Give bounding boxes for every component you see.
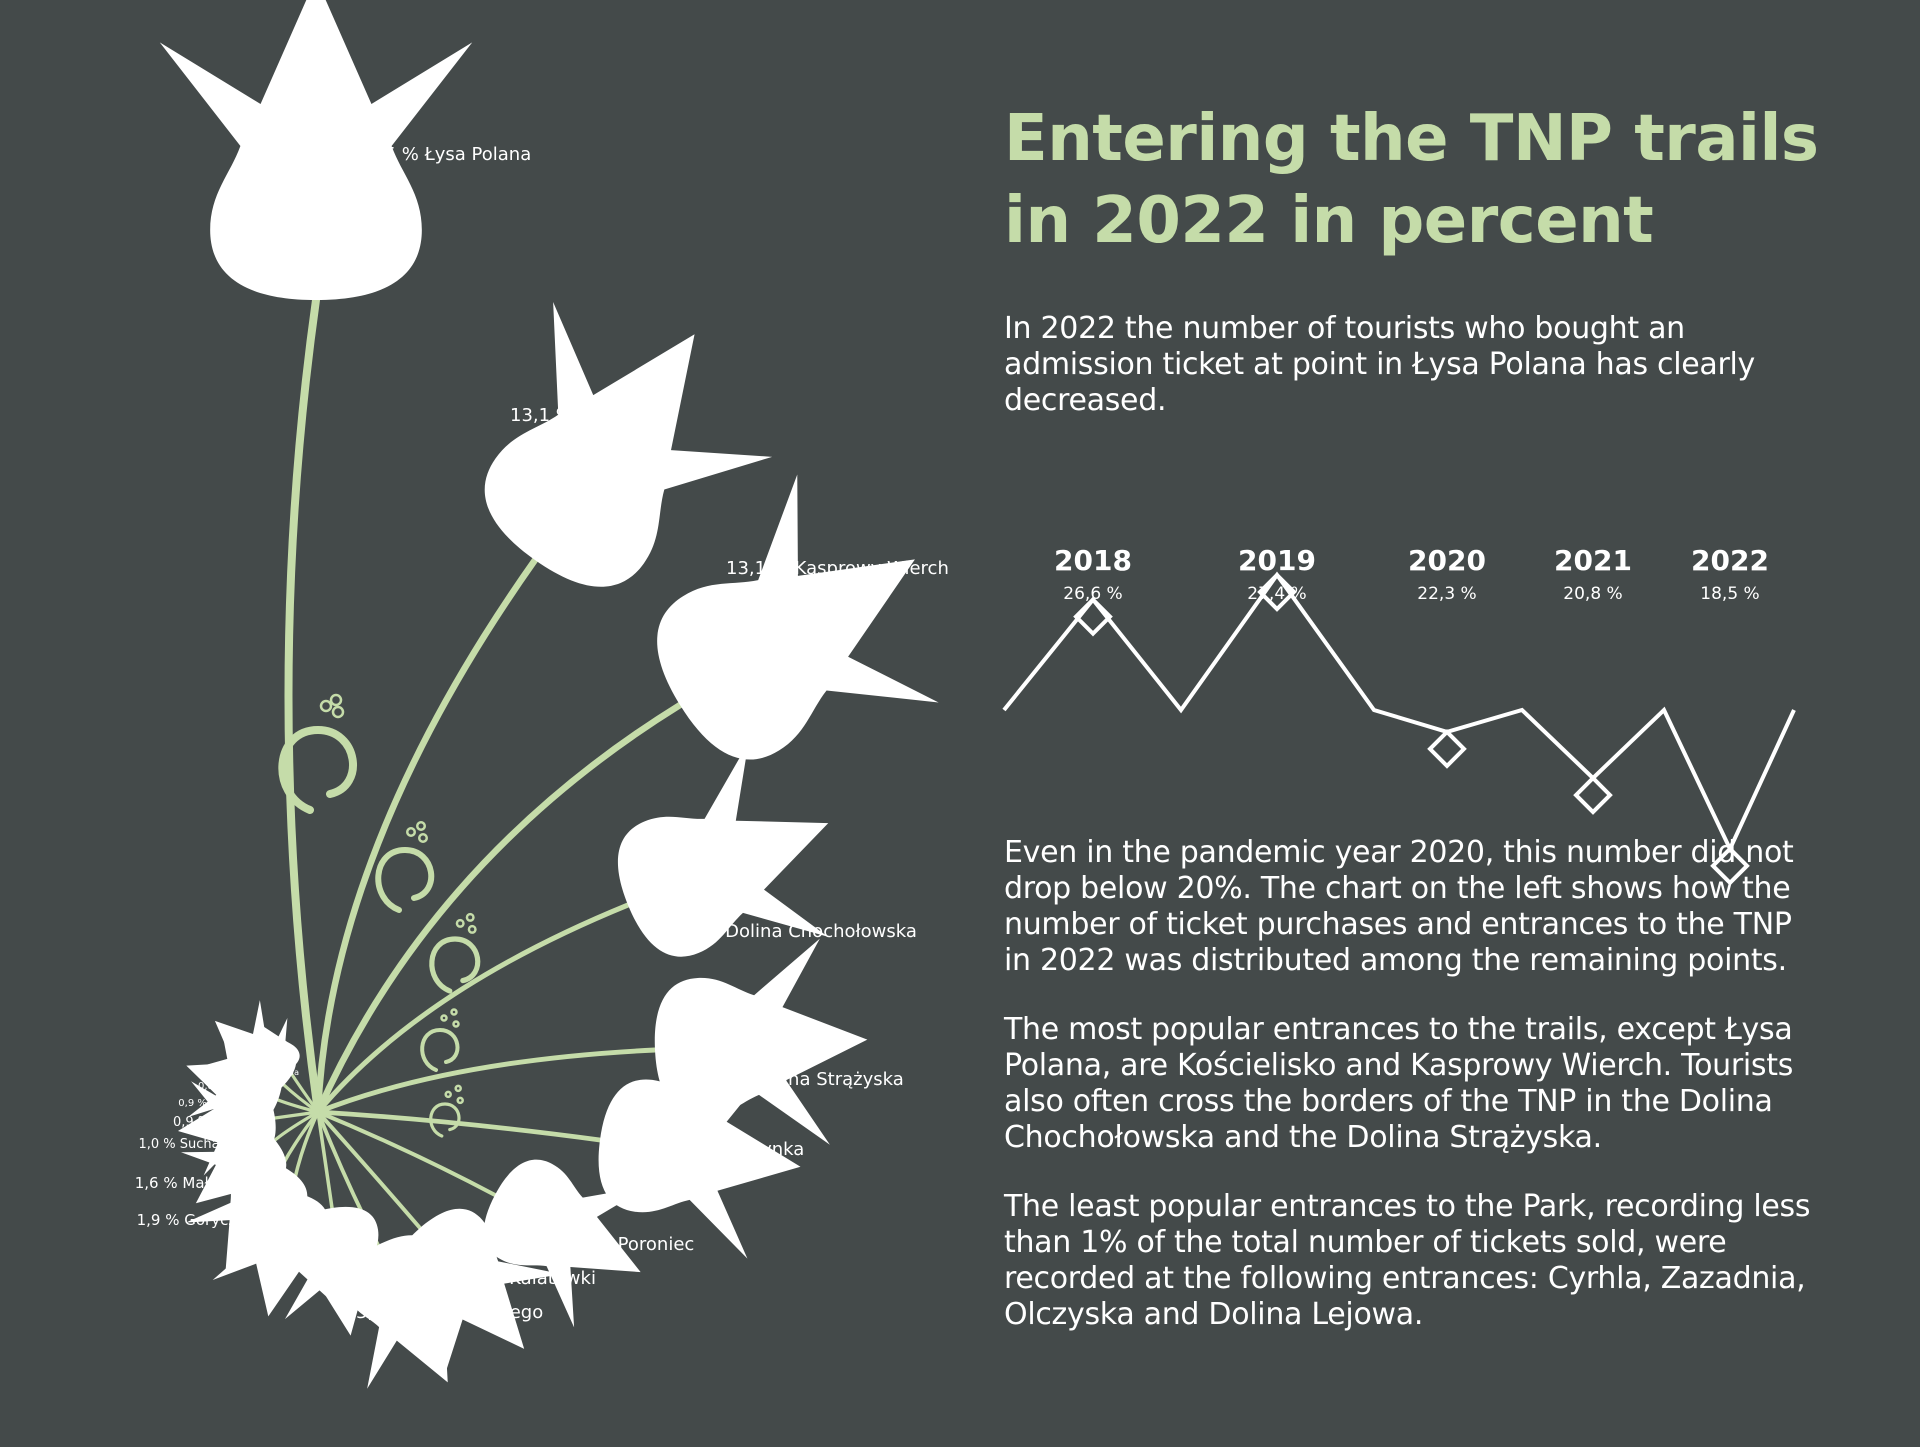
decor-dot xyxy=(450,1008,458,1016)
year-value-2022: 18,5 % xyxy=(1700,584,1759,604)
stem-jaworzynka xyxy=(315,1109,603,1143)
decor-spiral xyxy=(375,846,435,913)
peak-marker-2022 xyxy=(1710,846,1750,886)
paragraph-pandemic: Even in the pandemic year 2020, this num… xyxy=(1004,835,1794,978)
flower-label-mala-laka: 1,6 % Mała Łąka xyxy=(135,1174,258,1192)
flower-head-koscielisko xyxy=(484,301,773,587)
year-label-2019: 2019 xyxy=(1238,544,1316,577)
year-label-2020: 2020 xyxy=(1408,544,1486,577)
stem-nosal xyxy=(316,1110,334,1210)
flower-label-goryczkowa: 1,9 % Goryczkowa xyxy=(137,1211,275,1229)
flower-label-dolina-bialego: 3,2 % Dolina Białego xyxy=(356,1302,543,1323)
year-value-2018: 26,6 % xyxy=(1063,584,1122,604)
flower-head-wierch-poroniec xyxy=(483,1159,649,1328)
flower-label-nosal: 2,0 % Nosal xyxy=(238,1239,327,1257)
flower-head-mala-laka xyxy=(185,1157,308,1278)
decor-dot xyxy=(467,924,477,934)
decor-spiral xyxy=(420,1027,460,1072)
flower-label-kasprowy-wierch: 13,1 % Kasprowy Wierch xyxy=(726,558,949,579)
flower-label-dolina-chocholowska: 7,4 % Dolina Chochołowska xyxy=(668,921,917,942)
flower-label-wierch-poroniec: 3,8 % Wierch Poroniec xyxy=(493,1234,694,1255)
decor-dot xyxy=(465,912,475,922)
flower-label-jaworzynka: 6,3 % Jaworzynka xyxy=(645,1139,804,1160)
flower-head-zazadnia xyxy=(186,1028,282,1125)
stem-lysa-polana xyxy=(284,296,322,1116)
flower-label-lysa-polana: 18,5 % Łysa Polana xyxy=(356,144,531,165)
decor-dot xyxy=(406,827,416,837)
year-value-2020: 22,3 % xyxy=(1417,584,1476,604)
flower-label-kalatowki: 3,5 % Kalatówki xyxy=(452,1268,596,1289)
decor-dot xyxy=(440,1014,448,1022)
flower-label-olczyska: 0,8 % Olczyska xyxy=(198,1081,274,1092)
decor-dot xyxy=(319,699,333,713)
flower-head-goryczkowa xyxy=(212,1190,334,1317)
flower-label-zazadnia: 0,9 % Zazadnia xyxy=(178,1098,256,1109)
decor-dot xyxy=(444,1090,452,1099)
flower-label-koscielisko: 13,1 % Kościelisko xyxy=(510,405,676,426)
flower-head-olczyska xyxy=(197,1000,297,1099)
flower-head-kasprowy-wierch xyxy=(657,474,939,760)
title-line-2: in 2022 in percent xyxy=(1004,184,1654,258)
peak-marker-2021 xyxy=(1573,775,1613,815)
decor-dot xyxy=(331,705,345,719)
year-label-2018: 2018 xyxy=(1054,544,1132,577)
stem-dolina-chocholowska xyxy=(315,902,631,1115)
decor-dot xyxy=(452,1020,460,1028)
intro-text: In 2022 the number of tourists who bough… xyxy=(1004,311,1755,418)
stem-dolina-strazyska xyxy=(315,1047,658,1115)
paragraph-popular: The most popular entrances to the trails… xyxy=(1004,1012,1794,1155)
flower-label-dolina-strazyska: 7,1 % Dolina Strążyska xyxy=(696,1069,904,1090)
decor-dot xyxy=(455,918,465,928)
flower-label-cyrhla: 0,9 % Cyrhla xyxy=(173,1115,256,1130)
year-label-2022: 2022 xyxy=(1691,544,1769,577)
flower-head-dolina-lejowa xyxy=(242,1017,300,1075)
flower-head-dolina-bialego xyxy=(344,1235,501,1389)
flower-label-dolina-lejowa: 0,1 % Dolina Lejowa xyxy=(218,1068,299,1077)
mountain-line xyxy=(1002,571,1796,854)
stem-cyrhla xyxy=(273,1110,320,1120)
stem-kalatowki xyxy=(316,1110,422,1230)
decor-dot xyxy=(418,833,428,843)
decor-spiral xyxy=(429,1102,461,1138)
stem-sucha-woda xyxy=(273,1110,320,1142)
stem-kasprowy-wierch xyxy=(314,701,684,1116)
paragraph-least-popular: The least popular entrances to the Park,… xyxy=(1004,1189,1811,1332)
peak-marker-2018 xyxy=(1073,596,1113,637)
peak-marker-2019 xyxy=(1257,572,1297,612)
peak-marker-2020 xyxy=(1427,729,1467,769)
stem-wierch-poroniec xyxy=(315,1109,498,1198)
page-title: Entering the TNP trails in 2022 in perce… xyxy=(1004,98,1824,262)
year-value-2019: 27,4 % xyxy=(1247,584,1306,604)
flower-head-jaworzynka xyxy=(598,1064,801,1259)
decor-dot xyxy=(416,821,426,831)
flower-chart: 18,5 % Łysa Polana 13,1 % Kościelisko 13,1… xyxy=(135,0,949,1389)
decor-spiral xyxy=(429,936,481,994)
decor-dot xyxy=(329,693,343,707)
decor-dot xyxy=(454,1084,462,1093)
decor-spiral xyxy=(278,725,357,814)
flower-head-dolina-chocholowska xyxy=(617,742,829,957)
year-value-2021: 20,8 % xyxy=(1563,584,1622,604)
decor-dot xyxy=(456,1096,464,1105)
flower-head-dolina-strazyska xyxy=(654,938,868,1145)
flower-label-sucha-woda: 1,0 % Sucha Woda xyxy=(138,1137,260,1152)
stem-koscielisko xyxy=(314,556,539,1116)
year-label-2021: 2021 xyxy=(1554,544,1632,577)
flower-head-lysa-polana xyxy=(159,0,473,300)
title-line-1: Entering the TNP trails xyxy=(1004,102,1819,176)
